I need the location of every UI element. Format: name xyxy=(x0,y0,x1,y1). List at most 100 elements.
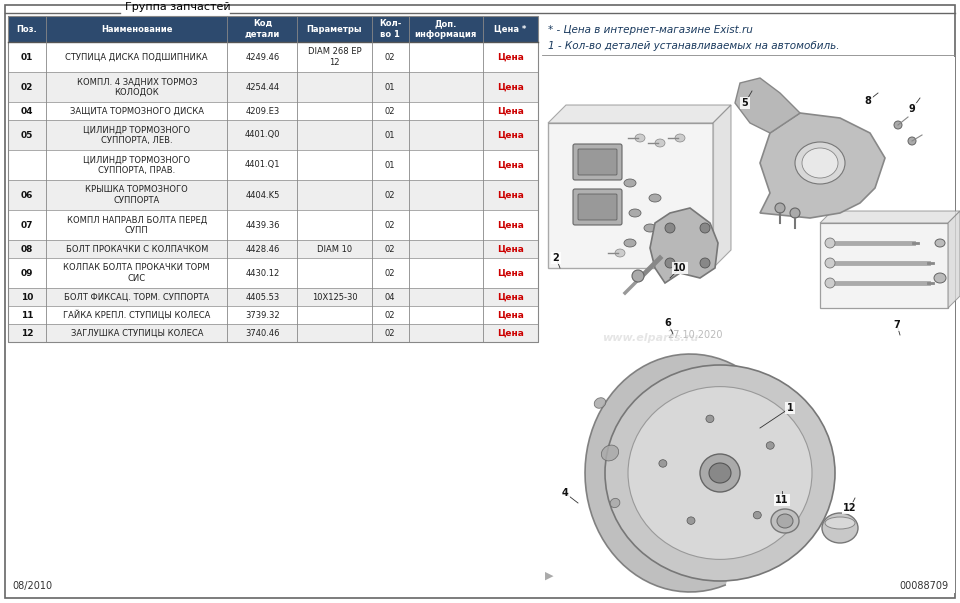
Text: Цена: Цена xyxy=(497,107,524,116)
FancyBboxPatch shape xyxy=(573,189,622,225)
Ellipse shape xyxy=(655,139,665,147)
Circle shape xyxy=(825,238,835,248)
Text: 4404.K5: 4404.K5 xyxy=(245,191,279,200)
Ellipse shape xyxy=(795,142,845,184)
Text: Цена: Цена xyxy=(497,130,524,139)
Text: DIAM 268 EP
12: DIAM 268 EP 12 xyxy=(307,47,361,67)
Text: БОЛТ ФИКСАЦ. ТОРМ. СУППОРТА: БОЛТ ФИКСАЦ. ТОРМ. СУППОРТА xyxy=(64,292,209,302)
Text: 2: 2 xyxy=(553,253,560,263)
Ellipse shape xyxy=(771,509,799,533)
Bar xyxy=(8,210,538,240)
Circle shape xyxy=(790,208,800,218)
Ellipse shape xyxy=(624,179,636,187)
Text: * - Цена в интернет-магазине Exist.ru: * - Цена в интернет-магазине Exist.ru xyxy=(548,25,753,35)
Text: 02: 02 xyxy=(385,191,396,200)
Text: Код
детали: Код детали xyxy=(245,19,280,39)
Circle shape xyxy=(825,258,835,268)
Bar xyxy=(8,102,538,120)
Text: Поз.: Поз. xyxy=(16,25,37,34)
Text: 05: 05 xyxy=(21,130,34,139)
Text: Группа запчастей: Группа запчастей xyxy=(125,2,230,12)
Text: 4439.36: 4439.36 xyxy=(245,221,279,230)
Bar xyxy=(8,288,538,306)
Text: 1 - Кол-во деталей устанавливаемых на автомобиль.: 1 - Кол-во деталей устанавливаемых на ав… xyxy=(548,41,839,51)
Text: Цена: Цена xyxy=(497,221,524,230)
Text: 08/2010: 08/2010 xyxy=(12,581,52,591)
Bar xyxy=(8,324,538,342)
Text: 6: 6 xyxy=(664,318,671,328)
Text: КОЛПАК БОЛТА ПРОКАЧКИ ТОРМ
СИС: КОЛПАК БОЛТА ПРОКАЧКИ ТОРМ СИС xyxy=(63,264,210,283)
Circle shape xyxy=(825,278,835,288)
Text: 4405.53: 4405.53 xyxy=(245,292,279,302)
Text: 00088709: 00088709 xyxy=(899,581,948,591)
Text: Наименование: Наименование xyxy=(101,25,173,34)
Text: ▶: ▶ xyxy=(545,571,554,581)
Text: Кол-
во 1: Кол- во 1 xyxy=(379,19,401,39)
Text: 10: 10 xyxy=(21,292,34,302)
Bar xyxy=(820,223,948,308)
Polygon shape xyxy=(820,211,960,223)
Text: КОМПЛ. 4 ЗАДНИХ ТОРМОЗ
КОЛОДОК: КОМПЛ. 4 ЗАДНИХ ТОРМОЗ КОЛОДОК xyxy=(77,77,197,96)
Text: 02: 02 xyxy=(385,107,396,116)
Bar xyxy=(8,42,538,72)
Text: 27.10.2020: 27.10.2020 xyxy=(667,330,723,340)
Text: Цена: Цена xyxy=(497,329,524,338)
Ellipse shape xyxy=(624,239,636,247)
Text: 08: 08 xyxy=(21,244,34,253)
Text: Цена: Цена xyxy=(497,268,524,277)
Ellipse shape xyxy=(822,513,858,543)
Bar xyxy=(8,16,538,342)
Ellipse shape xyxy=(635,134,645,142)
FancyBboxPatch shape xyxy=(573,144,622,180)
Ellipse shape xyxy=(629,209,641,217)
Text: 11: 11 xyxy=(776,495,789,505)
Text: 01: 01 xyxy=(385,160,396,169)
Polygon shape xyxy=(948,211,960,308)
Text: ЦИЛИНДР ТОРМОЗНОГО
СУППОРТА, ЛЕВ.: ЦИЛИНДР ТОРМОЗНОГО СУППОРТА, ЛЕВ. xyxy=(84,125,190,145)
Text: 04: 04 xyxy=(385,292,396,302)
Text: БОЛТ ПРОКАЧКИ С КОЛПАЧКОМ: БОЛТ ПРОКАЧКИ С КОЛПАЧКОМ xyxy=(65,244,208,253)
Text: 02: 02 xyxy=(385,311,396,320)
Text: Цена *: Цена * xyxy=(494,25,527,34)
Ellipse shape xyxy=(825,517,855,529)
Ellipse shape xyxy=(777,514,793,528)
Ellipse shape xyxy=(649,194,661,202)
Bar xyxy=(8,120,538,150)
Ellipse shape xyxy=(766,442,774,449)
Ellipse shape xyxy=(935,239,945,247)
Ellipse shape xyxy=(605,365,835,581)
Polygon shape xyxy=(735,78,800,133)
Ellipse shape xyxy=(687,517,695,525)
Ellipse shape xyxy=(709,463,731,483)
Text: ЗАЩИТА ТОРМОЗНОГО ДИСКА: ЗАЩИТА ТОРМОЗНОГО ДИСКА xyxy=(70,107,204,116)
Polygon shape xyxy=(650,208,718,283)
Text: 01: 01 xyxy=(385,130,396,139)
Ellipse shape xyxy=(615,249,625,257)
Text: Параметры: Параметры xyxy=(307,25,362,34)
Text: 4249.46: 4249.46 xyxy=(245,52,279,62)
Circle shape xyxy=(632,270,644,282)
Text: 5: 5 xyxy=(742,98,749,108)
Text: 12: 12 xyxy=(21,329,34,338)
Text: Цена: Цена xyxy=(497,292,524,302)
Text: 7: 7 xyxy=(894,320,900,330)
Bar xyxy=(8,180,538,210)
Text: 3739.32: 3739.32 xyxy=(245,311,279,320)
Text: 09: 09 xyxy=(21,268,34,277)
Circle shape xyxy=(908,137,916,145)
Ellipse shape xyxy=(706,415,714,423)
Text: Цена: Цена xyxy=(497,311,524,320)
Bar xyxy=(8,306,538,324)
Ellipse shape xyxy=(754,511,761,519)
Text: 01: 01 xyxy=(21,52,34,62)
Text: 4254.44: 4254.44 xyxy=(246,83,279,92)
Bar xyxy=(8,16,538,42)
Polygon shape xyxy=(548,105,731,123)
FancyBboxPatch shape xyxy=(578,194,617,220)
Text: 07: 07 xyxy=(21,221,34,230)
Text: 02: 02 xyxy=(385,329,396,338)
Text: Цена: Цена xyxy=(497,244,524,253)
Ellipse shape xyxy=(611,498,620,508)
Text: 02: 02 xyxy=(21,83,34,92)
Text: КОМПЛ НАПРАВЛ БОЛТА ПЕРЕД
СУПП: КОМПЛ НАПРАВЛ БОЛТА ПЕРЕД СУПП xyxy=(66,215,207,235)
